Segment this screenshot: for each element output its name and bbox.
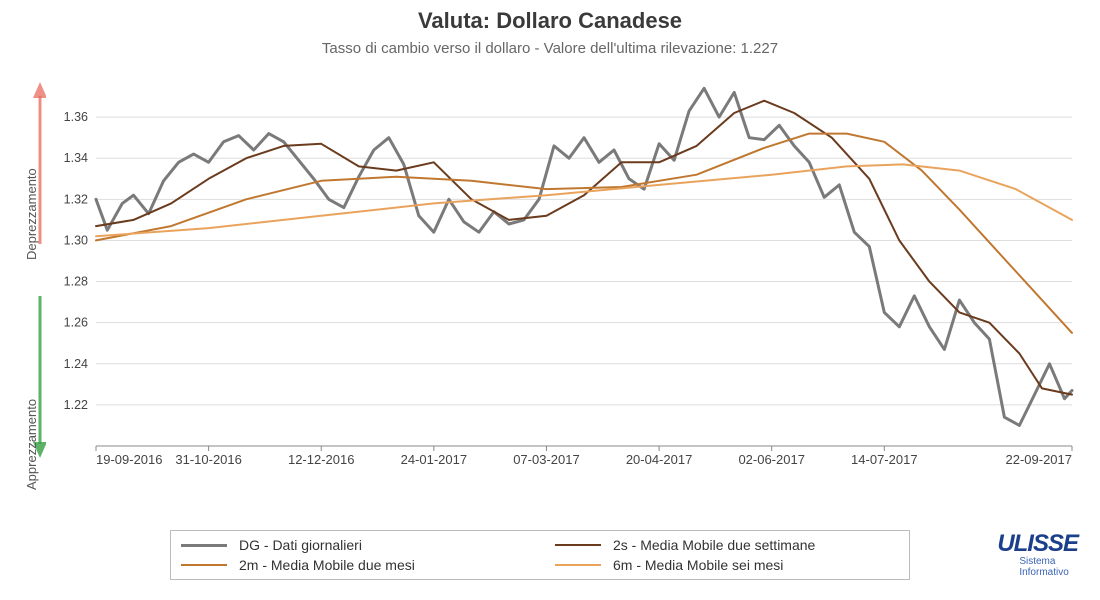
svg-text:02-06-2017: 02-06-2017: [738, 452, 805, 467]
titles: Valuta: Dollaro Canadese Tasso di cambio…: [0, 8, 1100, 57]
legend-item-2m: 2m - Media Mobile due mesi: [181, 557, 525, 573]
legend-item-6m: 6m - Media Mobile sei mesi: [555, 557, 899, 573]
logo-text: ULISSE: [997, 532, 1078, 556]
svg-text:14-07-2017: 14-07-2017: [851, 452, 918, 467]
svg-text:1.28: 1.28: [64, 275, 88, 289]
logo-sub1: Sistema: [997, 556, 1078, 567]
plot-svg: 1.22 1.24 1.26 1.28 1.30 1.32 1.34 1.36 19-09-20…: [50, 70, 1080, 470]
svg-text:1.24: 1.24: [64, 357, 88, 371]
deprezzamento-label: Deprezzamento: [24, 168, 39, 260]
legend-swatch-dg: [181, 544, 227, 547]
svg-text:1.30: 1.30: [64, 233, 88, 247]
logo-sub2: Informativo: [997, 567, 1078, 578]
legend-swatch-2s: [555, 544, 601, 546]
legend-label-2s: 2s - Media Mobile due settimane: [613, 537, 815, 553]
svg-text:24-01-2017: 24-01-2017: [401, 452, 468, 467]
chart-subtitle: Tasso di cambio verso il dollaro - Valor…: [0, 40, 1100, 57]
chart-root: { "chart": { "type": "line", "title": "V…: [0, 0, 1100, 600]
legend-item-dg: DG - Dati giornalieri: [181, 537, 525, 553]
yaxis-annotation: Deprezzamento Apprezzamento: [6, 70, 46, 470]
legend-item-2s: 2s - Media Mobile due settimane: [555, 537, 899, 553]
legend-label-6m: 6m - Media Mobile sei mesi: [613, 557, 783, 573]
svg-text:31-10-2016: 31-10-2016: [175, 452, 242, 467]
svg-text:19-09-2016: 19-09-2016: [96, 452, 163, 467]
legend-swatch-2m: [181, 564, 227, 566]
svg-text:07-03-2017: 07-03-2017: [513, 452, 580, 467]
svg-text:1.32: 1.32: [64, 192, 88, 206]
svg-text:22-09-2017: 22-09-2017: [1006, 452, 1073, 467]
svg-text:1.22: 1.22: [64, 398, 88, 412]
svg-text:1.36: 1.36: [64, 110, 88, 124]
svg-text:20-04-2017: 20-04-2017: [626, 452, 693, 467]
plot-area: 1.22 1.24 1.26 1.28 1.30 1.32 1.34 1.36 19-09-20…: [50, 70, 1080, 470]
legend-swatch-6m: [555, 564, 601, 566]
apprezzamento-label: Apprezzamento: [24, 399, 39, 490]
svg-text:12-12-2016: 12-12-2016: [288, 452, 355, 467]
legend: DG - Dati giornalieri 2s - Media Mobile …: [170, 530, 910, 580]
svg-text:1.34: 1.34: [64, 151, 88, 165]
legend-label-2m: 2m - Media Mobile due mesi: [239, 557, 415, 573]
chart-title: Valuta: Dollaro Canadese: [0, 8, 1100, 34]
logo: ULISSE Sistema Informativo: [997, 532, 1078, 578]
legend-label-dg: DG - Dati giornalieri: [239, 537, 362, 553]
svg-text:1.26: 1.26: [64, 316, 88, 330]
